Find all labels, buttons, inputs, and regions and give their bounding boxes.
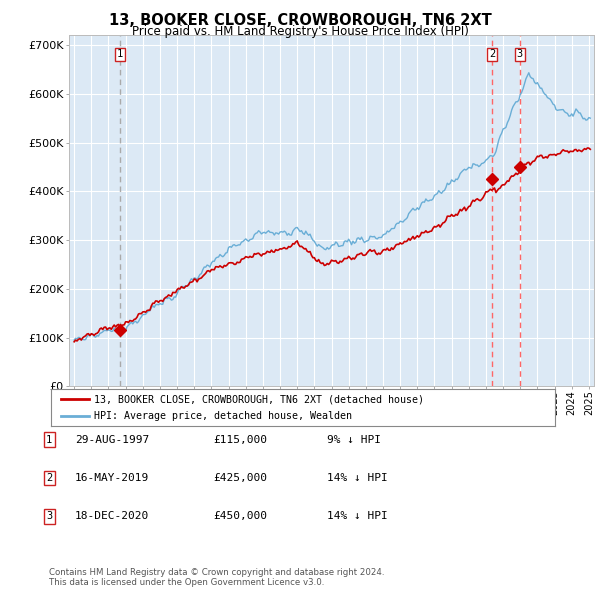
Text: HPI: Average price, detached house, Wealden: HPI: Average price, detached house, Weal… [94, 411, 352, 421]
Text: £115,000: £115,000 [213, 435, 267, 444]
Text: 16-MAY-2019: 16-MAY-2019 [75, 473, 149, 483]
Text: 13, BOOKER CLOSE, CROWBOROUGH, TN6 2XT: 13, BOOKER CLOSE, CROWBOROUGH, TN6 2XT [109, 13, 491, 28]
Text: 1: 1 [46, 435, 52, 444]
Text: 14% ↓ HPI: 14% ↓ HPI [327, 473, 388, 483]
Text: 2: 2 [46, 473, 52, 483]
Text: 3: 3 [46, 512, 52, 521]
Text: Contains HM Land Registry data © Crown copyright and database right 2024.
This d: Contains HM Land Registry data © Crown c… [49, 568, 385, 587]
Text: 2: 2 [489, 50, 496, 60]
Text: £425,000: £425,000 [213, 473, 267, 483]
Text: 13, BOOKER CLOSE, CROWBOROUGH, TN6 2XT (detached house): 13, BOOKER CLOSE, CROWBOROUGH, TN6 2XT (… [94, 394, 424, 404]
Text: 18-DEC-2020: 18-DEC-2020 [75, 512, 149, 521]
Text: 14% ↓ HPI: 14% ↓ HPI [327, 512, 388, 521]
Text: £450,000: £450,000 [213, 512, 267, 521]
Text: Price paid vs. HM Land Registry's House Price Index (HPI): Price paid vs. HM Land Registry's House … [131, 25, 469, 38]
Text: 1: 1 [116, 50, 123, 60]
Text: 29-AUG-1997: 29-AUG-1997 [75, 435, 149, 444]
Text: 3: 3 [517, 50, 523, 60]
Text: 9% ↓ HPI: 9% ↓ HPI [327, 435, 381, 444]
